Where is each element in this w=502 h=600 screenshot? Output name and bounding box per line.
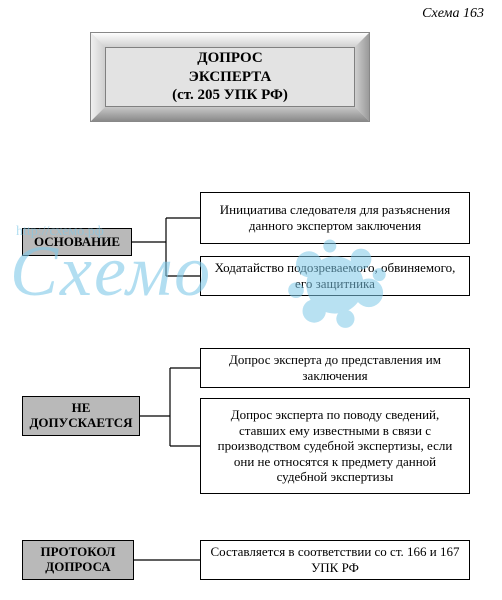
box-protokol-1: Составляется в соответствии со ст. 166 и… bbox=[200, 540, 470, 580]
box-osn-2: Ходатайство подозреваемого, обвиняемого,… bbox=[200, 256, 470, 296]
tag-osnovanie: ОСНОВАНИЕ bbox=[22, 228, 132, 256]
box-nedop-1: Допрос эксперта до представления им закл… bbox=[200, 348, 470, 388]
tag-ne-dopuskaetsya: НЕ ДОПУСКАЕТСЯ bbox=[22, 396, 140, 436]
title-face: ДОПРОС ЭКСПЕРТА (ст. 205 УПК РФ) bbox=[105, 47, 355, 107]
title-line3: (ст. 205 УПК РФ) bbox=[172, 86, 288, 105]
box-osn-1: Инициатива следователя для разъяснения д… bbox=[200, 192, 470, 244]
page-label: Схема 163 bbox=[422, 6, 484, 22]
tag-protokol: ПРОТОКОЛ ДОПРОСА bbox=[22, 540, 134, 580]
box-nedop-2: Допрос эксперта по поводу сведений, став… bbox=[200, 398, 470, 494]
title-line1: ДОПРОС bbox=[172, 49, 288, 68]
title-line2: ЭКСПЕРТА bbox=[172, 68, 288, 87]
title-plaque: ДОПРОС ЭКСПЕРТА (ст. 205 УПК РФ) bbox=[90, 32, 370, 122]
